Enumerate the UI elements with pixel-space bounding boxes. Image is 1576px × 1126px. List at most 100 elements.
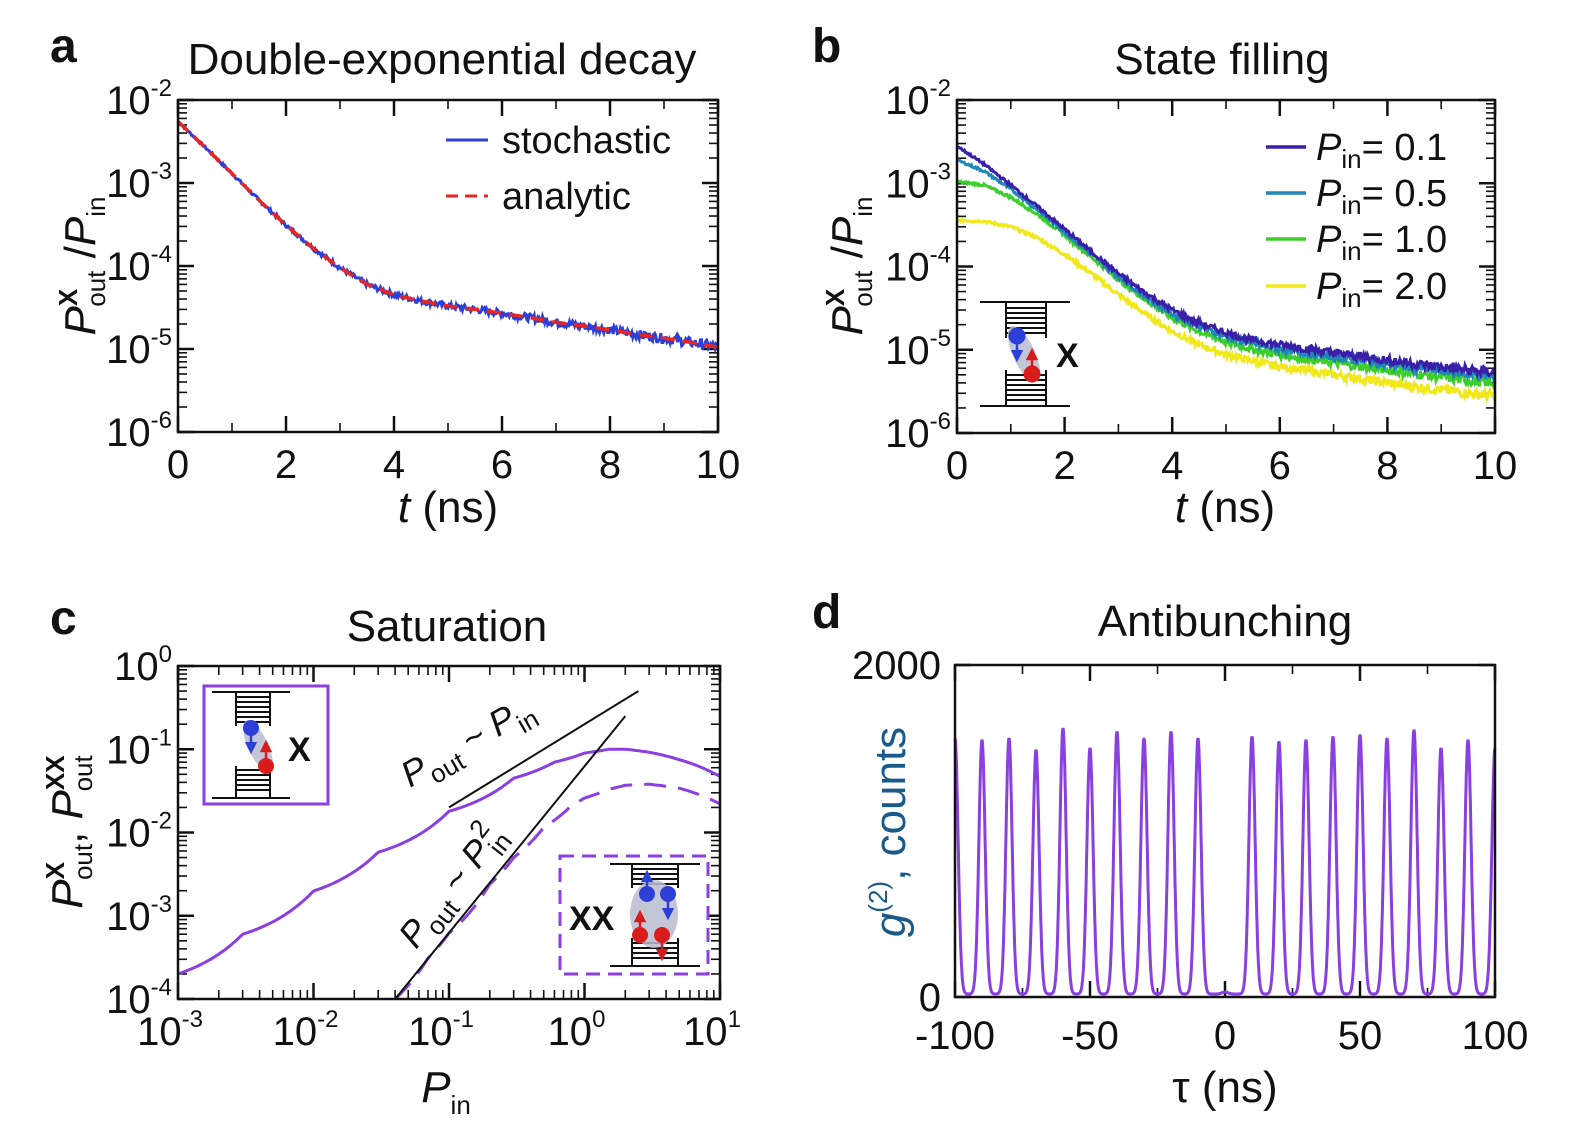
series-p-out-p-in xyxy=(448,690,639,809)
x-tick-label: -50 xyxy=(1061,1014,1119,1058)
svg-text:PXout /Pin: PXout /Pin xyxy=(820,197,878,336)
x-tick-label: 100 xyxy=(1462,1014,1529,1058)
panel-a-frame xyxy=(176,98,720,434)
y-tick-label: 10-4 xyxy=(106,974,172,1022)
panel-c-y-axis-label: PXout, PXXout xyxy=(40,754,98,908)
y-tick-label: 10-6 xyxy=(106,407,172,455)
panel-c-xx-inset: XX xyxy=(558,854,710,976)
panel-d: d Antibunching -100 -50 0 50 100 2000 0 τ (ns… xyxy=(812,586,1528,1112)
y-tick-label: 100 xyxy=(114,641,172,689)
y-tick-label: 10-4 xyxy=(885,242,951,290)
x-tick-label: 2 xyxy=(1053,444,1075,488)
svg-text:Pout ~ Pin: Pout ~ Pin xyxy=(394,687,544,802)
x-tick-label: 0 xyxy=(1214,1014,1236,1058)
panel-c-curves xyxy=(178,690,720,999)
series-x xyxy=(178,747,720,976)
x-tick-label: 10-2 xyxy=(273,1006,339,1054)
series-p-in-2-0 xyxy=(956,217,1497,405)
panel-a-x-axis-label: t (ns) xyxy=(398,483,498,532)
y-tick-label: 10-4 xyxy=(106,241,172,289)
panel-c-title: Saturation xyxy=(347,602,548,651)
y-tick-label: 10-2 xyxy=(106,808,172,856)
panel-b-legend: Pin= 0.1 Pin= 0.5 Pin= 1.0 Pin= 2.0 xyxy=(1266,127,1447,313)
x-tick-label: 10-3 xyxy=(137,1006,203,1054)
panel-a-legend: stochastic analytic xyxy=(446,120,671,218)
x-tick-label: 2 xyxy=(275,443,297,487)
panel-c-linear-annotation: Pout ~ Pin xyxy=(394,687,544,802)
x-tick-label: 8 xyxy=(1376,444,1398,488)
panel-b-ticks xyxy=(955,98,1497,435)
panel-d-frame xyxy=(953,663,1497,999)
x-tick-label: 100 xyxy=(548,1006,606,1054)
panel-a-y-axis-label: PXout /Pin xyxy=(53,197,111,336)
x-tick-label: 10 xyxy=(696,443,741,487)
y-tick-label: 10-1 xyxy=(106,724,172,772)
x-tick-label: 8 xyxy=(599,443,621,487)
svg-text:g(2), counts: g(2), counts xyxy=(863,727,915,937)
panel-b-title: State filling xyxy=(1114,35,1329,84)
x-tick-label: 101 xyxy=(683,1006,741,1054)
panel-d-ticks xyxy=(953,663,1497,999)
series-p-out-p-in-2 xyxy=(394,715,627,999)
legend-label-pin-2-0: Pin= 2.0 xyxy=(1316,266,1447,313)
panel-c-frame xyxy=(176,664,722,1001)
x-tick-label: 50 xyxy=(1338,1014,1383,1058)
panel-d-title: Antibunching xyxy=(1098,597,1352,646)
y-tick-label: 10-5 xyxy=(106,324,172,372)
legend-label-pin-0-1: Pin= 0.1 xyxy=(1316,127,1447,174)
x-tick-label: 10 xyxy=(1473,444,1518,488)
panel-d-letter: d xyxy=(812,586,841,639)
panel-c-quadratic-annotation: Pout ~ Pin2 xyxy=(390,814,518,955)
x-tick-label: -100 xyxy=(915,1014,995,1058)
panel-b-x-axis-label: t (ns) xyxy=(1175,483,1275,532)
series-p-in-1-0 xyxy=(955,179,1497,393)
panel-b-inset-label: X xyxy=(1056,337,1079,375)
panel-a-series xyxy=(176,120,719,355)
series-g2-counts xyxy=(953,727,1497,996)
y-tick-label: 10-3 xyxy=(885,158,951,206)
panel-c: c Saturation 10-3 10-2 10-1 100 101 10010-11… xyxy=(40,592,741,1120)
legend-label-pin-0-5: Pin= 0.5 xyxy=(1316,173,1447,220)
panel-b-y-axis-label: PXout /Pin xyxy=(820,197,878,336)
panel-b-frame xyxy=(955,98,1497,435)
panel-d-x-axis-label: τ (ns) xyxy=(1172,1063,1277,1112)
panel-a-letter: a xyxy=(50,20,77,73)
panel-a-title: Double-exponential decay xyxy=(188,35,697,84)
x-tick-label: 4 xyxy=(383,443,405,487)
svg-text:PXout, PXXout: PXout, PXXout xyxy=(40,754,98,908)
y-tick-label: 10-2 xyxy=(885,75,951,123)
y-tick-label: 10-5 xyxy=(885,325,951,373)
y-tick-label: 10-3 xyxy=(106,158,172,206)
panel-c-x-inset: X xyxy=(202,684,330,806)
panel-c-series xyxy=(178,690,720,999)
x-tick-label: 0 xyxy=(946,444,968,488)
x-tick-label: 4 xyxy=(1161,444,1183,488)
panel-d-series xyxy=(953,727,1497,996)
x-tick-label: 10-1 xyxy=(408,1006,474,1054)
panel-b-series xyxy=(955,144,1497,405)
x-tick-label: 6 xyxy=(1269,444,1291,488)
y-tick-label: 10-6 xyxy=(885,408,951,456)
panel-a-x-tick-labels: 0 2 4 6 8 10 xyxy=(167,443,740,487)
y-tick-label: 10-3 xyxy=(106,891,172,939)
panel-c-x-axis-label: Pin xyxy=(421,1063,471,1120)
panel-b-letter: b xyxy=(812,20,841,73)
legend-label-stochastic: stochastic xyxy=(502,120,671,162)
legend-label-pin-1-0: Pin= 1.0 xyxy=(1316,219,1447,266)
panel-c-letter: c xyxy=(50,592,77,645)
panel-c-x-tick-labels: 10-3 10-2 10-1 100 101 xyxy=(137,1006,741,1054)
svg-text:PXout /Pin: PXout /Pin xyxy=(53,197,111,336)
panel-b-y-tick-labels: 10-2 10-3 10-4 10-5 10-6 xyxy=(885,75,951,456)
x-tick-label: 6 xyxy=(491,443,513,487)
panel-a-y-tick-labels: 10-2 10-3 10-4 10-5 10-6 xyxy=(106,75,172,455)
series-p-in-0-1 xyxy=(955,144,1497,380)
x-tick-label: 0 xyxy=(167,443,189,487)
y-tick-label: 2000 xyxy=(852,644,941,688)
legend-label-analytic: analytic xyxy=(502,176,631,218)
panel-d-y-axis-label: g(2), counts xyxy=(863,727,915,937)
panel-c-xx-inset-label: XX xyxy=(569,900,615,938)
y-tick-label: 0 xyxy=(919,976,941,1020)
series-stochastic xyxy=(177,120,719,355)
panel-b: b State filling 0 2 4 6 8 10 10-2 10-3 10-4 10-5… xyxy=(812,20,1517,532)
